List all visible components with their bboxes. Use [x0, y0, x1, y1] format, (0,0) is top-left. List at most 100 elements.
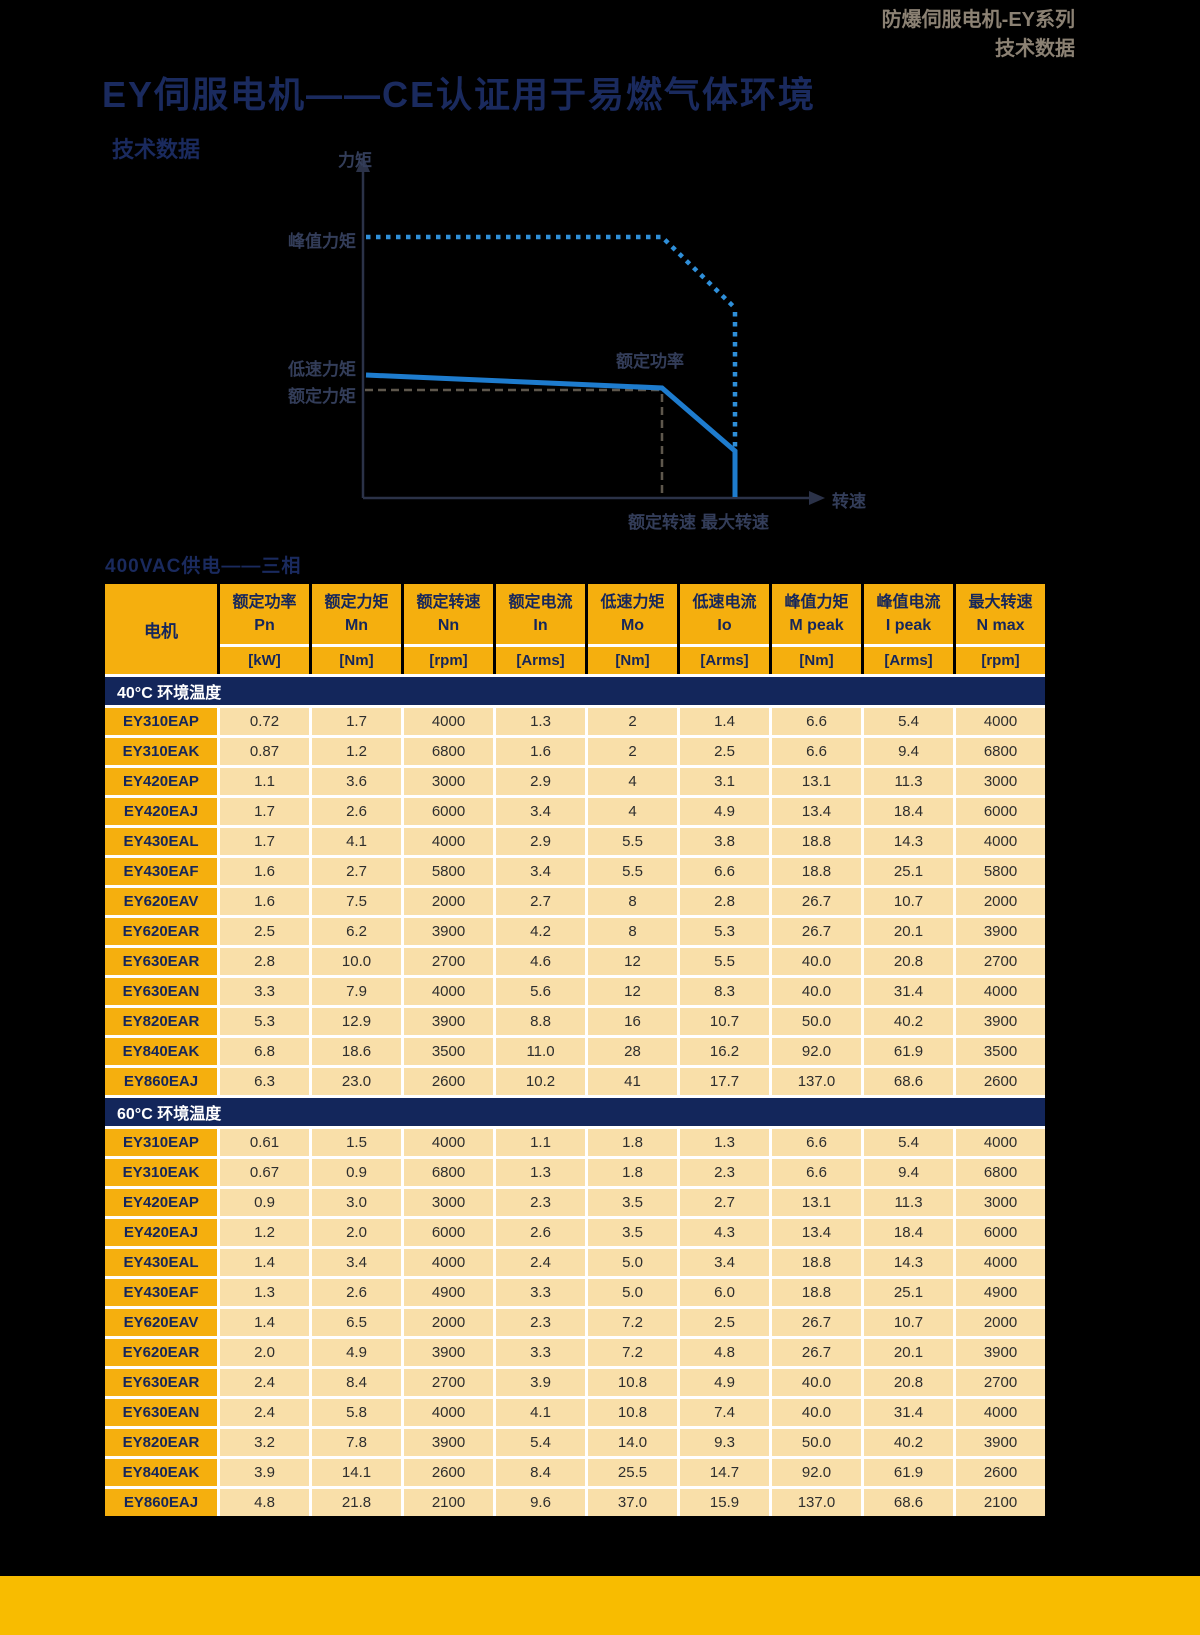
value-cell: 3.9	[496, 1369, 585, 1396]
running-header: 防爆伺服电机-EY系列 技术数据	[882, 6, 1075, 64]
motor-model-cell: EY430EAF	[105, 858, 217, 885]
value-cell: 8.8	[496, 1008, 585, 1035]
motor-model-cell: EY620EAV	[105, 1309, 217, 1336]
value-cell: 3.3	[220, 978, 309, 1005]
value-cell: 2700	[404, 1369, 493, 1396]
value-cell: 20.1	[864, 918, 953, 945]
value-cell: 13.1	[772, 1189, 861, 1216]
value-cell: 1.8	[588, 1159, 677, 1186]
value-cell: 4.9	[312, 1339, 401, 1366]
column-header-cn: 低速力矩	[600, 593, 665, 611]
value-cell: 3000	[956, 1189, 1045, 1216]
value-cell: 3.4	[680, 1249, 769, 1276]
table-row: EY820EAR 5.3 12.9 3900 8.8 16 10.7 50.0 40.2 3900	[105, 1008, 1045, 1035]
column-header-name: 低速电流 Io	[680, 584, 769, 644]
value-cell: 2	[588, 708, 677, 735]
value-cell: 18.8	[772, 828, 861, 855]
value-cell: 0.72	[220, 708, 309, 735]
table-row: EY620EAR 2.0 4.9 3900 3.3 7.2 4.8 26.7 20.1 3900	[105, 1339, 1045, 1366]
value-cell: 4.9	[680, 798, 769, 825]
value-cell: 92.0	[772, 1038, 861, 1065]
value-cell: 1.4	[220, 1309, 309, 1336]
value-cell: 4900	[956, 1279, 1045, 1306]
value-cell: 68.6	[864, 1489, 953, 1516]
value-cell: 2	[588, 738, 677, 765]
value-cell: 2700	[956, 1369, 1045, 1396]
value-cell: 12.9	[312, 1008, 401, 1035]
value-cell: 4000	[404, 978, 493, 1005]
value-cell: 6800	[404, 1159, 493, 1186]
value-cell: 2.8	[220, 948, 309, 975]
value-cell: 26.7	[772, 918, 861, 945]
value-cell: 6.3	[220, 1068, 309, 1095]
value-cell: 3.3	[496, 1339, 585, 1366]
value-cell: 8.4	[496, 1459, 585, 1486]
value-cell: 6.5	[312, 1309, 401, 1336]
table-row: EY620EAV 1.6 7.5 2000 2.7 8 2.8 26.7 10.7 2000	[105, 888, 1045, 915]
value-cell: 1.4	[680, 708, 769, 735]
value-cell: 17.7	[680, 1068, 769, 1095]
value-cell: 2.5	[220, 918, 309, 945]
value-cell: 1.1	[496, 1129, 585, 1156]
value-cell: 2.4	[220, 1399, 309, 1426]
table-row: EY420EAJ 1.2 2.0 6000 2.6 3.5 4.3 13.4 18.4 6000	[105, 1219, 1045, 1246]
value-cell: 18.8	[772, 858, 861, 885]
motor-model-cell: EY430EAF	[105, 1279, 217, 1306]
table-row: EY620EAV 1.4 6.5 2000 2.3 7.2 2.5 26.7 10.7 2000	[105, 1309, 1045, 1336]
temperature-section-bar: 60°C 环境温度	[105, 1098, 1045, 1126]
value-cell: 26.7	[772, 1309, 861, 1336]
value-cell: 18.8	[772, 1279, 861, 1306]
column-header-unit: [Arms]	[864, 644, 953, 674]
table-row: EY820EAR 3.2 7.8 3900 5.4 14.0 9.3 50.0 40.2 3900	[105, 1429, 1045, 1456]
column-header-name: 额定力矩 Mn	[312, 584, 401, 644]
rated-power-label: 额定功率	[616, 352, 684, 371]
value-cell: 10.7	[864, 1309, 953, 1336]
value-cell: 5.3	[680, 918, 769, 945]
value-cell: 2.4	[220, 1369, 309, 1396]
value-cell: 41	[588, 1068, 677, 1095]
value-cell: 10.8	[588, 1399, 677, 1426]
value-cell: 2.7	[680, 1189, 769, 1216]
value-cell: 4.8	[680, 1339, 769, 1366]
value-cell: 1.7	[220, 798, 309, 825]
value-cell: 3.5	[588, 1219, 677, 1246]
value-cell: 14.0	[588, 1429, 677, 1456]
column-header-unit: [Arms]	[680, 644, 769, 674]
value-cell: 9.4	[864, 1159, 953, 1186]
value-cell: 68.6	[864, 1068, 953, 1095]
value-cell: 1.2	[312, 738, 401, 765]
motor-model-cell: EY310EAK	[105, 1159, 217, 1186]
value-cell: 4.2	[496, 918, 585, 945]
motor-model-cell: EY420EAJ	[105, 798, 217, 825]
value-cell: 4	[588, 798, 677, 825]
value-cell: 1.3	[220, 1279, 309, 1306]
value-cell: 4000	[956, 708, 1045, 735]
page-title: EY伺服电机——CE认证用于易燃气体环境	[102, 74, 817, 115]
value-cell: 6.0	[680, 1279, 769, 1306]
value-cell: 10.7	[864, 888, 953, 915]
tech-data-label: 技术数据	[112, 137, 201, 162]
motor-model-cell: EY630EAR	[105, 1369, 217, 1396]
motor-model-cell: EY430EAL	[105, 828, 217, 855]
column-header-motor: 电机	[105, 584, 217, 674]
value-cell: 9.4	[864, 738, 953, 765]
column-header-symbol: Nn	[437, 616, 460, 634]
table-header: 电机 额定功率 Pn 额定力矩 Mn 额定转速 Nn 额定电流 In 低速力矩 Mo 低速电流 Io 峰值…	[105, 584, 1045, 674]
column-header-cn: 峰值力矩	[784, 593, 849, 611]
value-cell: 4000	[956, 978, 1045, 1005]
value-cell: 3.4	[496, 798, 585, 825]
continuous-torque-line	[365, 372, 738, 497]
value-cell: 14.7	[680, 1459, 769, 1486]
motor-model-cell: EY420EAP	[105, 1189, 217, 1216]
value-cell: 7.5	[312, 888, 401, 915]
column-header-unit: [Nm]	[312, 644, 401, 674]
column-header-cn: 额定电流	[508, 593, 573, 611]
table-row: EY420EAP 1.1 3.6 3000 2.9 4 3.1 13.1 11.3 3000	[105, 768, 1045, 795]
value-cell: 18.4	[864, 1219, 953, 1246]
value-cell: 40.2	[864, 1008, 953, 1035]
table-row: EY430EAF 1.6 2.7 5800 3.4 5.5 6.6 18.8 25.1 5800	[105, 858, 1045, 885]
value-cell: 1.7	[220, 828, 309, 855]
table-row: EY630EAR 2.8 10.0 2700 4.6 12 5.5 40.0 20.8 2700	[105, 948, 1045, 975]
x-axis-arrow-icon	[809, 491, 825, 505]
value-cell: 7.2	[588, 1339, 677, 1366]
